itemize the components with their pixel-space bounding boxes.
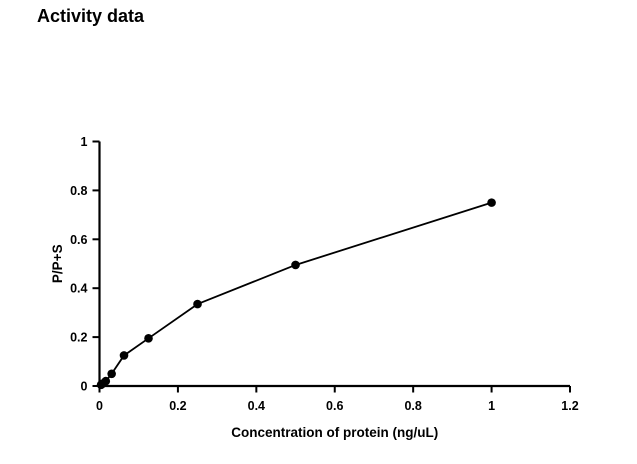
data-point-marker [487, 198, 496, 207]
x-tick-label: 1.2 [561, 399, 578, 413]
y-tick-label: 0 [81, 380, 88, 394]
data-point-marker [119, 351, 129, 360]
data-point-marker [291, 260, 300, 270]
data-point-marker [193, 299, 202, 309]
data-series [96, 198, 496, 390]
x-tick-label: 0 [96, 399, 103, 413]
x-tick-label: 0.6 [326, 399, 343, 413]
x-tick-label: 1 [488, 399, 495, 413]
data-line [100, 201, 492, 386]
x-ticks: 0 0.2 0.4 0.6 0.8 1 1.2 [96, 386, 579, 413]
y-tick-label: 0.2 [70, 331, 87, 345]
y-tick-label: 0.8 [70, 184, 87, 198]
x-tick-label: 0.8 [404, 399, 421, 413]
axes [98, 141, 570, 388]
y-tick-label: 0.6 [70, 233, 87, 247]
data-point-marker [107, 369, 116, 379]
axis-labels: Concentration of protein (ng/uL) P/P+S [50, 244, 438, 440]
y-axis-label: P/P+S [50, 244, 65, 283]
chart-title: Activity data [37, 6, 145, 26]
y-tick-label: 1 [81, 135, 88, 149]
data-point-marker [101, 376, 111, 386]
x-tick-label: 0.2 [169, 399, 186, 413]
data-point-marker [144, 334, 153, 343]
x-tick-label: 0.4 [248, 399, 265, 413]
y-tick-label: 0.4 [70, 282, 87, 296]
x-axis-label: Concentration of protein (ng/uL) [231, 425, 438, 440]
y-ticks: 0 0.2 0.4 0.6 0.8 1 [70, 135, 100, 394]
